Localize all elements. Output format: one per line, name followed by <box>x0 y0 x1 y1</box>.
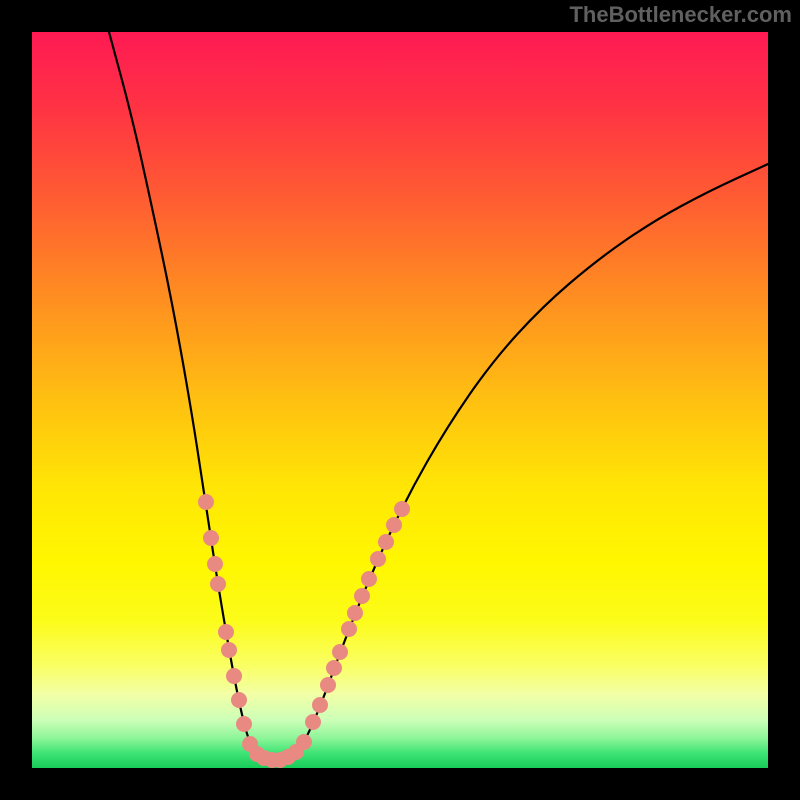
data-marker <box>221 642 237 658</box>
data-marker <box>296 734 312 750</box>
data-marker <box>210 576 226 592</box>
data-marker <box>370 551 386 567</box>
data-marker <box>312 697 328 713</box>
data-marker <box>326 660 342 676</box>
data-marker <box>354 588 370 604</box>
data-marker <box>341 621 357 637</box>
data-marker <box>386 517 402 533</box>
data-marker <box>305 714 321 730</box>
data-marker <box>347 605 363 621</box>
data-marker <box>236 716 252 732</box>
data-marker <box>394 501 410 517</box>
data-marker <box>231 692 247 708</box>
curve-layer <box>32 32 768 768</box>
data-markers <box>198 494 410 768</box>
data-marker <box>320 677 336 693</box>
data-marker <box>332 644 348 660</box>
data-marker <box>361 571 377 587</box>
watermark-text: TheBottlenecker.com <box>569 2 792 28</box>
data-marker <box>207 556 223 572</box>
data-marker <box>226 668 242 684</box>
plot-area <box>32 32 768 768</box>
bottleneck-curve <box>109 32 768 760</box>
data-marker <box>378 534 394 550</box>
chart-canvas: TheBottlenecker.com <box>0 0 800 800</box>
data-marker <box>198 494 214 510</box>
data-marker <box>218 624 234 640</box>
data-marker <box>203 530 219 546</box>
